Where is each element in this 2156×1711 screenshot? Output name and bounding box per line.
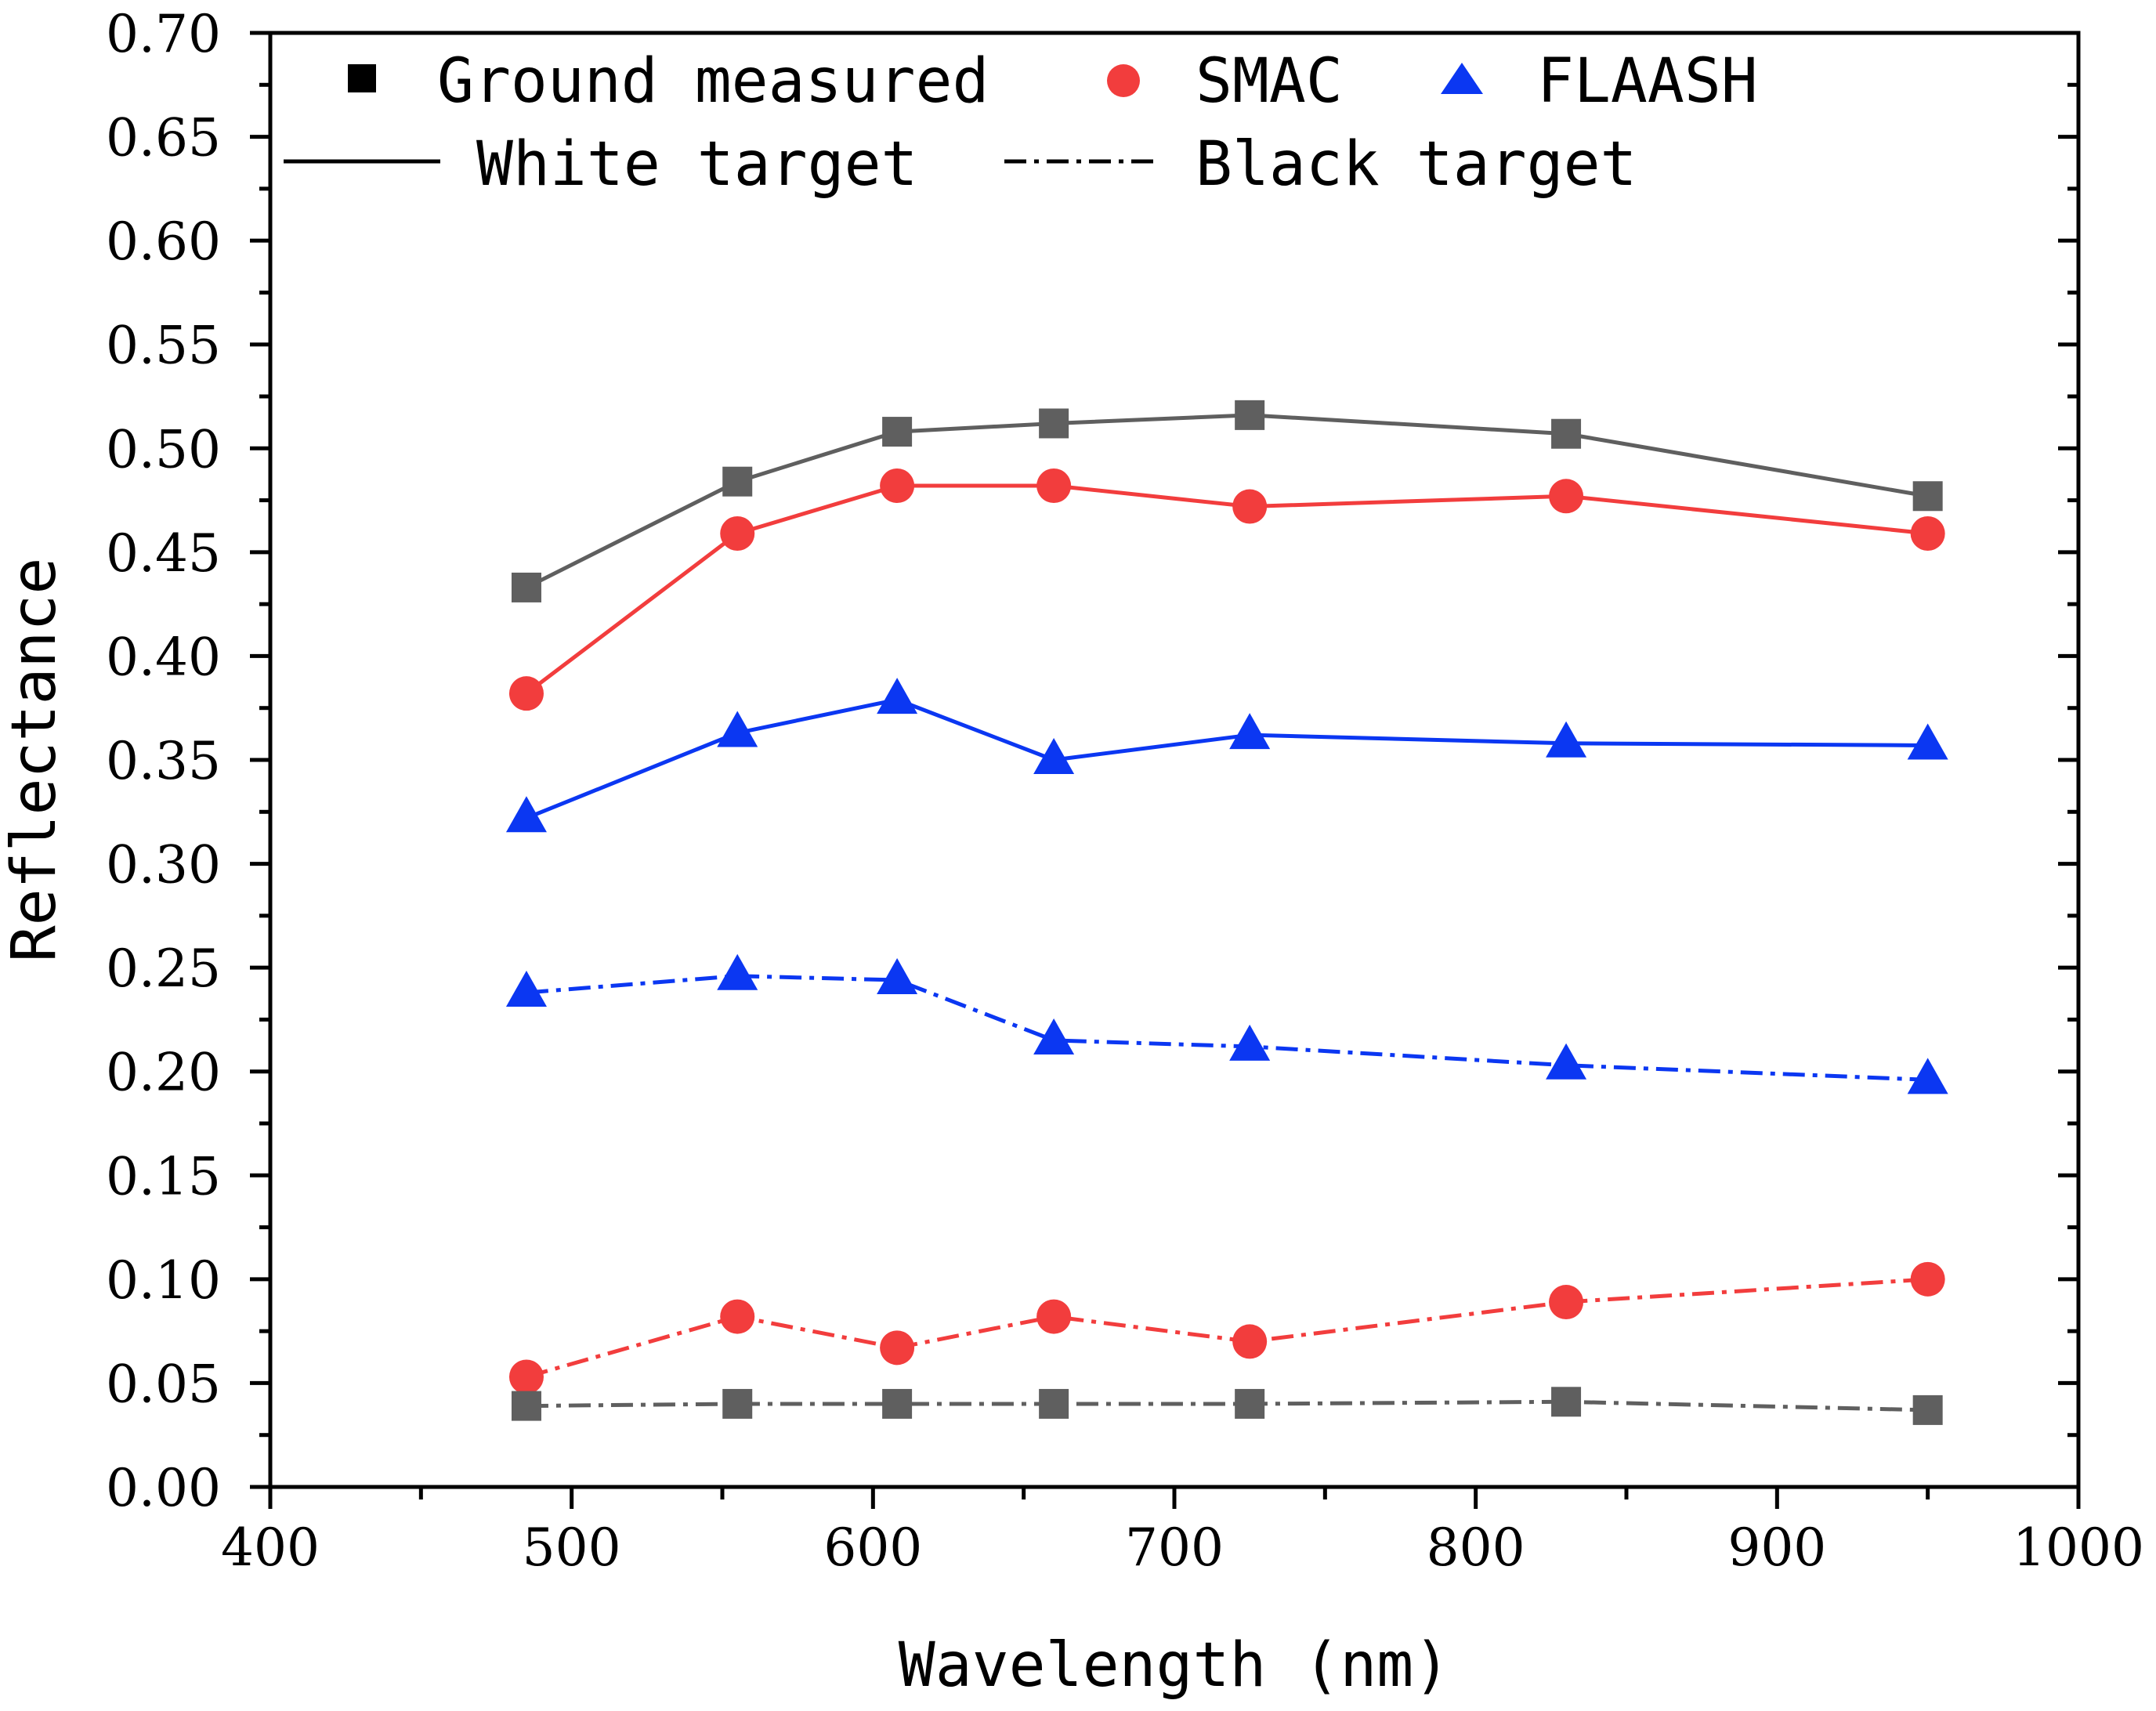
data-point-smac-black xyxy=(508,1359,544,1394)
legend-marker-ground xyxy=(348,64,376,92)
data-point-ground-white xyxy=(1551,418,1582,449)
data-point-smac-black xyxy=(1036,1299,1072,1334)
data-point-flaash-black xyxy=(717,953,758,990)
data-point-smac-white xyxy=(1910,515,1945,551)
data-point-flaash-black xyxy=(877,958,918,995)
data-point-flaash-white xyxy=(877,678,918,714)
data-point-flaash-white xyxy=(1033,738,1075,774)
data-point-ground-white xyxy=(1235,400,1265,430)
y-tick-label: 0.45 xyxy=(106,523,221,584)
data-point-smac-white xyxy=(508,676,544,711)
data-point-ground-black xyxy=(1551,1387,1582,1417)
data-point-ground-black xyxy=(722,1388,753,1419)
data-point-smac-white xyxy=(1549,479,1584,514)
data-point-smac-black xyxy=(1910,1261,1945,1297)
y-tick-label: 0.05 xyxy=(106,1354,221,1414)
series-smac-black xyxy=(508,1261,1945,1394)
data-point-flaash-black xyxy=(1033,1018,1075,1054)
y-tick-label: 0.55 xyxy=(106,316,221,376)
series-layer xyxy=(505,400,1948,1425)
data-point-flaash-black xyxy=(1229,1024,1271,1061)
data-point-flaash-white xyxy=(1546,721,1587,758)
series-ground-white xyxy=(511,400,1943,602)
series-smac-white xyxy=(508,468,1945,711)
y-tick-label: 0.40 xyxy=(106,627,221,687)
data-point-flaash-white xyxy=(1907,723,1948,760)
series-flaash-black xyxy=(505,953,1948,1094)
data-point-smac-white xyxy=(720,515,755,551)
y-tick-label: 0.35 xyxy=(106,731,221,791)
x-tick-label: 400 xyxy=(221,1517,320,1578)
ticks-layer: 400 500 600 700 800 900 1000 0.00 0.05 0.10 0.15 0.… xyxy=(106,4,2144,1578)
data-point-flaash-black xyxy=(1546,1043,1587,1080)
y-tick-label: 0.30 xyxy=(106,835,221,895)
x-tick-label: 900 xyxy=(1727,1517,1826,1578)
data-point-ground-white xyxy=(1039,408,1069,439)
legend-label-smac: SMAC xyxy=(1196,46,1343,117)
legend-label-white: White target xyxy=(476,129,918,200)
x-tick-label: 1000 xyxy=(2013,1517,2144,1578)
y-tick-label: 0.25 xyxy=(106,939,221,999)
data-point-flaash-black xyxy=(1907,1058,1948,1094)
y-tick-label: 0.10 xyxy=(106,1250,221,1311)
data-point-smac-white xyxy=(1232,489,1268,524)
x-tick-label: 600 xyxy=(823,1517,922,1578)
data-point-ground-white xyxy=(722,466,753,497)
data-point-ground-black xyxy=(1912,1394,1943,1425)
data-point-ground-black xyxy=(882,1388,913,1419)
legend-marker-smac xyxy=(1107,64,1140,97)
data-point-ground-white xyxy=(511,572,541,602)
data-point-smac-black xyxy=(720,1299,755,1334)
data-point-smac-black xyxy=(1549,1285,1584,1320)
legend-label-flaash: FLAASH xyxy=(1537,46,1758,117)
x-tick-label: 800 xyxy=(1427,1517,1525,1578)
data-point-smac-black xyxy=(880,1330,915,1366)
x-axis-title: Wavelength (nm) xyxy=(899,1630,1450,1701)
series-ground-black xyxy=(511,1387,1943,1425)
data-point-ground-white xyxy=(882,417,913,447)
data-point-flaash-white xyxy=(505,796,547,833)
y-tick-label: 0.50 xyxy=(106,419,221,479)
y-tick-label: 0.60 xyxy=(106,212,221,272)
y-tick-label: 0.15 xyxy=(106,1146,221,1206)
y-tick-label: 0.20 xyxy=(106,1043,221,1103)
data-point-smac-black xyxy=(1232,1324,1268,1359)
x-tick-label: 700 xyxy=(1125,1517,1224,1578)
data-point-flaash-black xyxy=(505,970,547,1007)
y-tick-label: 0.65 xyxy=(106,108,221,168)
y-axis-title: Reflectance xyxy=(0,558,70,963)
legend-label-ground: Ground measured xyxy=(437,46,989,117)
data-point-ground-black xyxy=(1039,1388,1069,1419)
data-point-ground-black xyxy=(1235,1388,1265,1419)
data-point-flaash-white xyxy=(717,711,758,747)
legend-label-black: Black target xyxy=(1196,129,1637,200)
x-tick-label: 500 xyxy=(523,1517,621,1578)
data-point-smac-white xyxy=(880,468,915,504)
y-tick-label: 0.70 xyxy=(106,4,221,64)
data-point-ground-black xyxy=(511,1391,541,1421)
legend-marker-flaash xyxy=(1441,63,1483,94)
legend: Ground measured SMAC FLAASH White target… xyxy=(284,46,1758,200)
data-point-flaash-white xyxy=(1229,713,1271,750)
data-point-ground-white xyxy=(1912,481,1943,512)
y-tick-label: 0.00 xyxy=(106,1458,221,1518)
data-point-smac-white xyxy=(1036,468,1072,504)
series-flaash-white xyxy=(505,678,1948,833)
